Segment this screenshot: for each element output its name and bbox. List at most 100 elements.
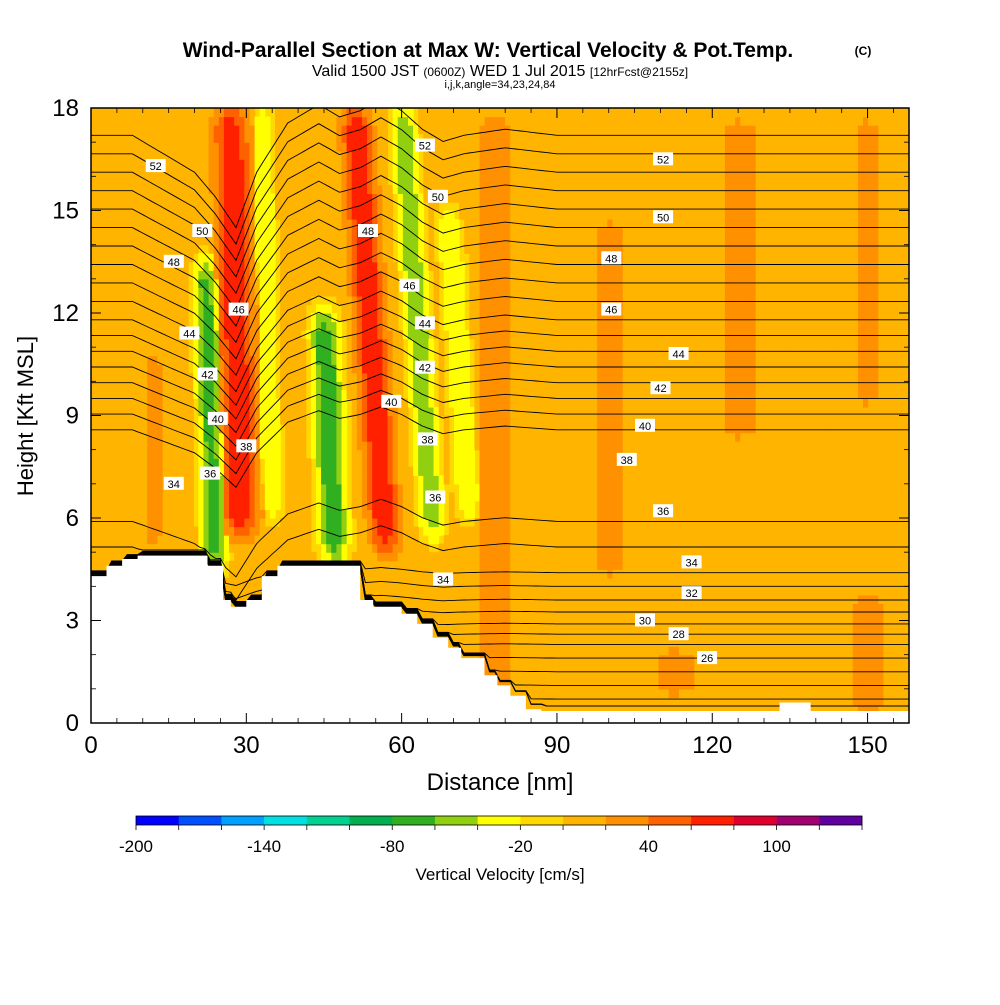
- velocity-cell: [229, 236, 235, 246]
- velocity-cell: [423, 560, 430, 570]
- velocity-cell: [198, 167, 205, 177]
- velocity-cell: [229, 313, 235, 323]
- velocity-cell: [101, 552, 107, 562]
- velocity-cell: [96, 201, 102, 212]
- velocity-cell: [218, 424, 225, 434]
- velocity-cell: [249, 560, 256, 570]
- velocity-cell: [321, 347, 327, 357]
- velocity-cell: [280, 518, 286, 528]
- velocity-cell: [295, 142, 302, 152]
- velocity-cell: [331, 492, 337, 502]
- velocity-cell: [361, 449, 368, 459]
- velocity-cell: [137, 441, 143, 451]
- velocity-cell: [239, 150, 245, 160]
- velocity-cell: [321, 142, 327, 152]
- velocity-cell: [341, 424, 348, 434]
- velocity-cell: [377, 244, 384, 254]
- velocity-cell: [223, 526, 230, 536]
- velocity-cell: [351, 150, 358, 160]
- velocity-cell: [269, 210, 276, 220]
- velocity-cell: [183, 543, 189, 553]
- velocity-cell: [223, 201, 230, 212]
- velocity-cell: [361, 338, 368, 348]
- velocity-cell: [101, 483, 107, 493]
- velocity-cell: [198, 253, 205, 263]
- velocity-cell: [269, 304, 276, 314]
- velocity-cell: [188, 441, 194, 451]
- velocity-cell: [392, 125, 399, 135]
- velocity-cell: [167, 227, 174, 237]
- velocity-cell: [356, 543, 363, 553]
- velocity-cell: [137, 108, 143, 118]
- velocity-cell: [464, 449, 470, 459]
- velocity-cell: [280, 125, 286, 135]
- velocity-cell: [336, 424, 343, 434]
- velocity-cell: [310, 270, 317, 280]
- velocity-cell: [433, 475, 440, 485]
- velocity-cell: [142, 304, 148, 314]
- velocity-cell: [346, 142, 353, 152]
- velocity-cell: [177, 313, 184, 323]
- velocity-cell: [387, 278, 394, 288]
- velocity-cell: [249, 287, 256, 297]
- velocity-cell: [208, 270, 215, 280]
- velocity-cell: [147, 201, 153, 212]
- velocity-cell: [382, 518, 389, 528]
- velocity-cell: [367, 552, 373, 562]
- velocity-cell: [188, 432, 194, 442]
- velocity-cell: [407, 526, 414, 536]
- velocity-cell: [356, 330, 363, 340]
- velocity-cell: [111, 142, 118, 152]
- velocity-cell: [305, 108, 312, 118]
- velocity-cell: [428, 577, 435, 587]
- velocity-cell: [203, 535, 210, 545]
- velocity-cell: [269, 552, 276, 562]
- velocity-cell: [137, 261, 143, 271]
- velocity-cell: [218, 509, 225, 519]
- velocity-cell: [198, 295, 205, 306]
- velocity-cell: [152, 184, 159, 195]
- velocity-cell: [198, 236, 205, 246]
- velocity-cell: [183, 219, 189, 229]
- velocity-cell: [351, 142, 358, 152]
- velocity-cell: [183, 270, 189, 280]
- velocity-cell: [239, 295, 245, 306]
- velocity-cell: [137, 253, 143, 263]
- velocity-cell: [193, 133, 199, 143]
- velocity-cell: [397, 210, 404, 220]
- velocity-cell: [167, 509, 174, 519]
- velocity-cell: [264, 125, 271, 135]
- velocity-cell: [331, 313, 337, 323]
- velocity-cell: [172, 313, 179, 323]
- velocity-cell: [372, 594, 378, 605]
- velocity-cell: [193, 270, 199, 280]
- velocity-cell: [131, 355, 138, 365]
- velocity-cell: [142, 150, 148, 160]
- velocity-cell: [121, 142, 128, 152]
- velocity-cell: [423, 184, 430, 195]
- velocity-cell: [198, 389, 205, 400]
- velocity-cell: [285, 364, 291, 374]
- velocity-cell: [280, 398, 286, 408]
- velocity-cell: [229, 295, 235, 306]
- velocity-cell: [101, 475, 107, 485]
- velocity-cell: [208, 381, 215, 391]
- velocity-cell: [101, 142, 107, 152]
- velocity-cell: [356, 108, 363, 118]
- velocity-cell: [234, 125, 240, 135]
- velocity-cell: [443, 253, 450, 263]
- velocity-cell: [428, 201, 435, 212]
- velocity-cell: [382, 338, 389, 348]
- velocity-cell: [453, 347, 460, 357]
- velocity-cell: [91, 270, 97, 280]
- velocity-cell: [229, 159, 235, 169]
- velocity-cell: [413, 244, 419, 254]
- velocity-cell: [418, 347, 424, 357]
- velocity-cell: [106, 372, 113, 382]
- velocity-cell: [259, 313, 266, 323]
- velocity-cell: [131, 475, 138, 485]
- velocity-cell: [249, 372, 256, 382]
- velocity-cell: [106, 500, 113, 511]
- velocity-cell: [213, 492, 220, 502]
- velocity-cell: [162, 347, 169, 357]
